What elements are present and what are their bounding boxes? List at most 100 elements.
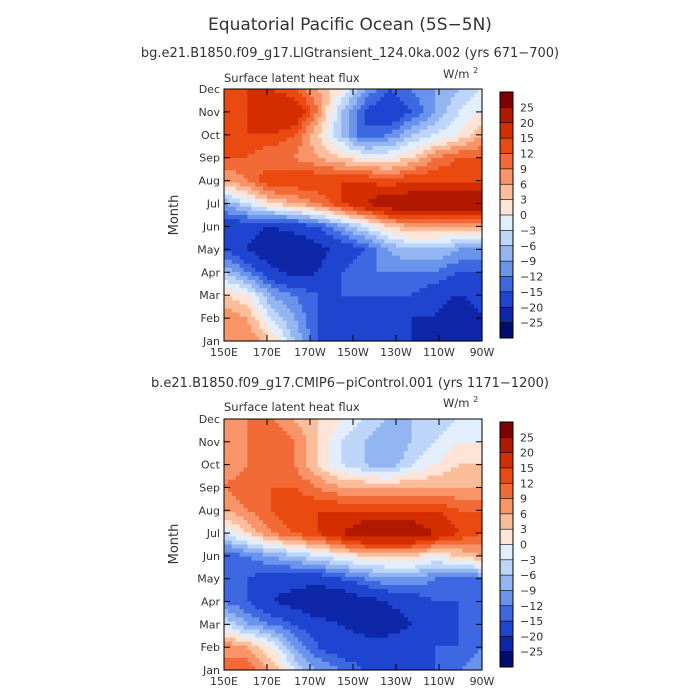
heatmap-cell bbox=[356, 423, 362, 428]
heatmap-cell bbox=[270, 182, 276, 188]
heatmap-cell bbox=[286, 320, 292, 326]
heatmap-cell bbox=[263, 304, 268, 310]
heatmap-cell bbox=[337, 292, 342, 297]
heatmap-cell bbox=[274, 89, 280, 94]
heatmap-cell bbox=[384, 97, 389, 102]
heatmap-cell bbox=[224, 174, 229, 180]
heatmap-cell bbox=[403, 121, 409, 127]
heatmap-cell bbox=[239, 447, 245, 452]
heatmap-cell bbox=[384, 223, 389, 228]
heatmap-cell bbox=[243, 109, 249, 114]
heatmap-cell bbox=[267, 288, 272, 293]
heatmap-cell bbox=[442, 251, 448, 257]
heatmap-cell bbox=[435, 125, 440, 131]
heatmap-cell bbox=[337, 259, 342, 265]
heatmap-cell bbox=[255, 439, 260, 444]
heatmap-cell bbox=[399, 419, 405, 424]
heatmap-cell bbox=[337, 423, 342, 428]
heatmap-cell bbox=[353, 89, 358, 94]
heatmap-cell bbox=[259, 117, 264, 123]
heatmap-cell bbox=[255, 316, 260, 322]
heatmap-cell bbox=[224, 280, 229, 285]
heatmap-cell bbox=[310, 284, 315, 289]
heatmap-cell bbox=[380, 435, 385, 440]
heatmap-cell bbox=[259, 109, 264, 114]
heatmap-cell bbox=[435, 336, 440, 342]
heatmap-cell bbox=[267, 210, 272, 216]
heatmap-cell bbox=[474, 113, 479, 119]
heatmap-cell bbox=[274, 141, 280, 147]
heatmap-cell bbox=[474, 227, 479, 232]
heatmap-cell bbox=[356, 259, 362, 265]
heatmap-cell bbox=[345, 251, 350, 257]
heatmap-cell bbox=[396, 451, 401, 457]
heatmap-cell bbox=[403, 174, 409, 180]
heatmap-cell bbox=[302, 190, 307, 196]
heatmap-cell bbox=[466, 162, 471, 167]
heatmap-cell bbox=[372, 137, 378, 143]
heatmap-cell bbox=[306, 89, 311, 94]
heatmap-cell bbox=[435, 149, 440, 155]
heatmap-cell bbox=[435, 447, 440, 452]
heatmap-cell bbox=[341, 247, 346, 253]
heatmap-cell bbox=[435, 328, 440, 334]
heatmap-cell bbox=[341, 239, 346, 245]
heatmap-cell bbox=[454, 109, 460, 114]
heatmap-cell bbox=[333, 121, 338, 127]
heatmap-cell bbox=[306, 117, 311, 123]
heatmap-cell bbox=[399, 227, 405, 232]
heatmap-cell bbox=[439, 210, 444, 216]
heatmap-cell bbox=[399, 117, 405, 123]
heatmap-cell bbox=[235, 178, 241, 184]
heatmap-cell bbox=[337, 158, 342, 163]
heatmap-cell bbox=[415, 145, 421, 151]
heatmap-cell bbox=[474, 451, 479, 457]
heatmap-cell bbox=[290, 267, 295, 273]
heatmap-cell bbox=[227, 166, 233, 171]
heatmap-cell bbox=[368, 320, 374, 326]
heatmap-cell bbox=[462, 455, 467, 461]
heatmap-cell bbox=[298, 463, 303, 469]
heatmap-cell bbox=[470, 447, 475, 452]
heatmap-cell bbox=[341, 324, 346, 330]
heatmap-cell bbox=[364, 267, 370, 273]
heatmap-cell bbox=[302, 439, 307, 444]
heatmap-cell bbox=[399, 447, 405, 452]
heatmap-cell bbox=[478, 431, 483, 436]
heatmap-cell bbox=[474, 239, 479, 245]
heatmap-cell bbox=[399, 97, 405, 102]
heatmap-cell bbox=[435, 105, 440, 110]
heatmap-cell bbox=[466, 121, 471, 127]
heatmap-cell bbox=[298, 431, 303, 436]
heatmap-cell bbox=[341, 145, 346, 151]
heatmap-cell bbox=[380, 129, 385, 135]
heatmap-cell bbox=[282, 419, 288, 424]
heatmap-cell bbox=[294, 263, 299, 269]
heatmap-cell bbox=[423, 101, 428, 106]
heatmap-cell bbox=[423, 328, 428, 334]
heatmap-cell bbox=[282, 170, 288, 175]
heatmap-cell bbox=[442, 292, 448, 297]
heatmap-cell bbox=[341, 231, 346, 236]
heatmap-cell bbox=[274, 247, 280, 253]
heatmap-cell bbox=[235, 202, 241, 208]
heatmap-cell bbox=[306, 182, 311, 188]
heatmap-cell bbox=[329, 109, 335, 114]
heatmap-cell bbox=[255, 117, 260, 123]
heatmap-cell bbox=[255, 296, 260, 301]
heatmap-cell bbox=[388, 89, 393, 94]
heatmap-cell bbox=[282, 162, 288, 167]
heatmap-cell bbox=[384, 182, 389, 188]
heatmap-cell bbox=[435, 166, 440, 171]
heatmap-cell bbox=[298, 419, 303, 424]
heatmap-cell bbox=[450, 336, 456, 342]
heatmap-cell bbox=[310, 113, 315, 119]
heatmap-cell bbox=[353, 336, 358, 342]
heatmap-cell bbox=[255, 259, 260, 265]
heatmap-cell bbox=[450, 431, 456, 436]
heatmap-cell bbox=[255, 320, 260, 326]
heatmap-cell bbox=[474, 316, 479, 322]
heatmap-cell bbox=[259, 455, 264, 461]
heatmap-cell bbox=[333, 423, 338, 428]
heatmap-cell bbox=[442, 101, 448, 106]
